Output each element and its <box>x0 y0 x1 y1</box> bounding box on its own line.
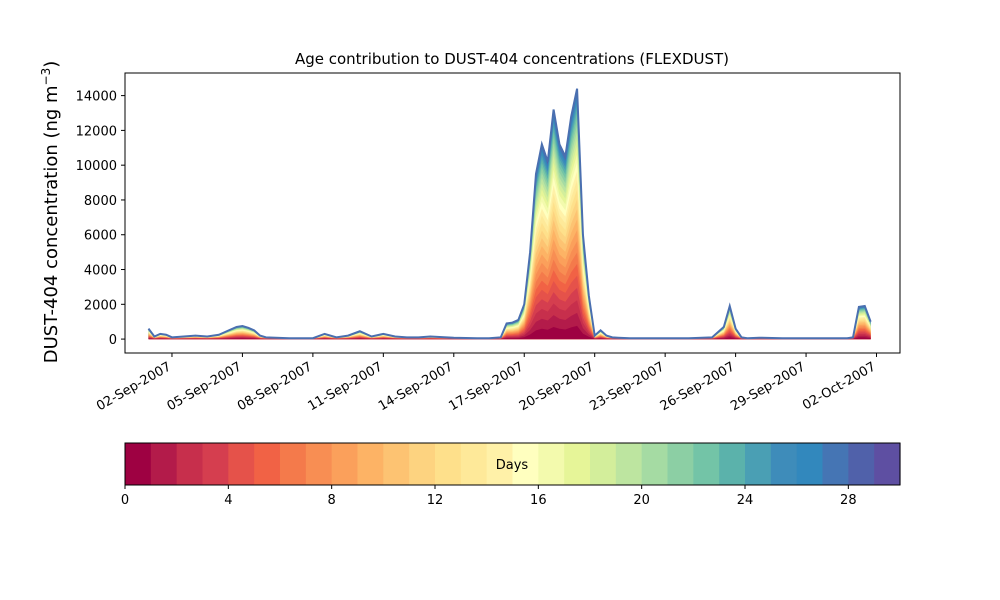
age-band-area-14 <box>148 171 871 340</box>
age-band-area-19 <box>148 131 871 340</box>
y-axis-label-text: DUST-404 concentration (ng m <box>41 85 62 363</box>
colorbar-frame <box>124 442 901 486</box>
age-band-area-27 <box>148 91 871 340</box>
colorbar-swatch-9 <box>357 443 384 485</box>
y-axis: 0 2000 4000 6000 8000 10000 12000 14000 <box>76 90 125 348</box>
x-tick-label: 02-Sep-2007 <box>94 359 174 414</box>
colorbar <box>125 443 901 485</box>
total-concentration-line <box>147 88 872 340</box>
age-band-area-16 <box>148 154 871 340</box>
age-band-area-17 <box>148 146 871 340</box>
colorbar-swatch-15 <box>512 443 539 485</box>
x-tick-label: 23-Sep-2007 <box>587 359 667 414</box>
age-band-area-18 <box>148 138 871 340</box>
age-band-area-21 <box>148 118 871 340</box>
x-tick-label: 20-Sep-2007 <box>517 359 597 414</box>
colorbar-swatch-4 <box>228 443 255 485</box>
x-tick-label: 26-Sep-2007 <box>658 359 738 414</box>
age-band-area-12 <box>148 189 871 340</box>
colorbar-swatch-5 <box>254 443 281 485</box>
y-tick-label: 4000 <box>84 264 117 279</box>
colorbar-swatch-6 <box>280 443 307 485</box>
age-band-area-20 <box>148 125 871 340</box>
y-tick-label: 0 <box>109 333 117 348</box>
x-axis: 02-Sep-200705-Sep-200708-Sep-200711-Sep-… <box>94 353 879 414</box>
y-tick-label: 12000 <box>76 124 117 139</box>
colorbar-tick-label: 28 <box>840 493 857 508</box>
age-band-area-29 <box>148 88 871 340</box>
colorbar-swatch-23 <box>719 443 746 485</box>
colorbar-tick-label: 8 <box>328 493 336 508</box>
plot-area <box>147 88 872 340</box>
age-band-area-25 <box>148 98 871 340</box>
colorbar-swatch-1 <box>150 443 178 485</box>
colorbar-tick-label: 0 <box>121 493 129 508</box>
colorbar-swatch-13 <box>460 443 488 485</box>
colorbar-swatch-8 <box>331 443 359 485</box>
age-band-area-28 <box>148 89 871 340</box>
chart-title: Age contribution to DUST-404 concentrati… <box>295 50 729 68</box>
plot-frame <box>124 72 901 354</box>
x-tick-label: 05-Sep-2007 <box>165 359 245 414</box>
colorbar-tick-label: 12 <box>427 493 444 508</box>
colorbar-swatch-20 <box>641 443 669 485</box>
colorbar-swatch-14 <box>486 443 514 485</box>
x-tick-label: 02-Oct-2007 <box>800 359 878 413</box>
age-band-area-11 <box>148 199 871 340</box>
colorbar-tick-label: 24 <box>737 493 754 508</box>
age-band-area-24 <box>148 102 871 340</box>
y-tick-label: 2000 <box>84 298 117 313</box>
colorbar-swatch-10 <box>383 443 410 485</box>
age-band-area-13 <box>148 180 871 340</box>
x-tick-label: 08-Sep-2007 <box>235 359 315 414</box>
colorbar-tick-label: 4 <box>224 493 232 508</box>
x-tick-label: 14-Sep-2007 <box>376 359 456 414</box>
y-tick-label: 10000 <box>76 159 117 174</box>
colorbar-swatch-26 <box>796 443 824 485</box>
colorbar-swatch-21 <box>667 443 694 485</box>
colorbar-tick-label: 16 <box>530 493 547 508</box>
colorbar-swatch-12 <box>435 443 462 485</box>
colorbar-swatch-2 <box>176 443 204 485</box>
y-axis-label-unit: −3 <box>39 68 53 86</box>
age-band-area-23 <box>148 107 871 340</box>
colorbar-swatch-0 <box>125 443 152 485</box>
y-axis-label: DUST-404 concentration (ng m−3) <box>39 61 62 364</box>
age-band-area-26 <box>148 94 871 340</box>
colorbar-swatch-16 <box>538 443 565 485</box>
colorbar-swatch-11 <box>409 443 436 485</box>
colorbar-swatch-3 <box>202 443 229 485</box>
x-tick-label: 29-Sep-2007 <box>728 359 808 414</box>
age-band-area-15 <box>148 162 871 340</box>
y-tick-label: 14000 <box>76 90 117 105</box>
colorbar-swatch-17 <box>564 443 591 485</box>
colorbar-swatch-28 <box>848 443 875 485</box>
colorbar-swatch-27 <box>822 443 849 485</box>
colorbar-tick-label: 20 <box>633 493 650 508</box>
colorbar-swatch-22 <box>693 443 720 485</box>
age-band-area-9 <box>148 219 871 340</box>
colorbar-swatch-18 <box>590 443 617 485</box>
y-tick-label: 6000 <box>84 229 117 244</box>
colorbar-label: Days <box>496 458 529 473</box>
colorbar-swatch-29 <box>874 443 901 485</box>
age-band-area-22 <box>148 113 871 340</box>
colorbar-swatch-19 <box>615 443 643 485</box>
y-tick-label: 8000 <box>84 194 117 209</box>
age-band-area-10 <box>148 209 871 340</box>
colorbar-swatch-25 <box>770 443 798 485</box>
colorbar-swatch-7 <box>305 443 333 485</box>
colorbar-swatch-24 <box>745 443 772 485</box>
colorbar-ticks: 0 4 8 12 16 20 24 28 <box>121 485 857 508</box>
y-axis-label-close: ) <box>41 61 62 68</box>
x-tick-label: 11-Sep-2007 <box>306 359 386 414</box>
x-tick-label: 17-Sep-2007 <box>446 359 526 414</box>
